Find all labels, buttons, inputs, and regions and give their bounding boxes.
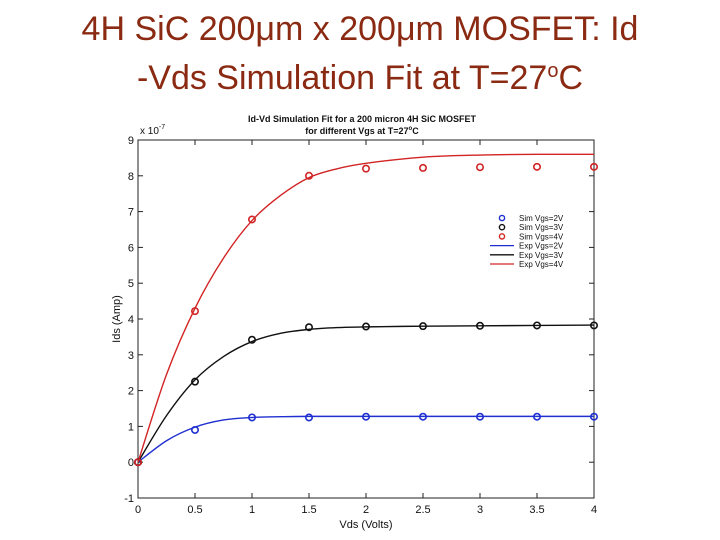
sim-marker-3v xyxy=(248,335,257,344)
sim-marker-2v xyxy=(589,412,598,421)
legend-label: Sim Vgs=4V xyxy=(519,232,564,241)
sim-marker-4v xyxy=(134,458,143,467)
y-tick-label: -1 xyxy=(124,493,134,505)
chart-title: Id-Vd Simulation Fit for a 200 micron 4H… xyxy=(248,114,477,124)
fit-lines xyxy=(137,153,595,463)
legend-marker xyxy=(498,223,506,231)
y-tick-label: 3 xyxy=(128,350,134,362)
sim-marker-4v xyxy=(418,163,427,172)
x-tick-label: 1.5 xyxy=(301,504,316,516)
y-exponent-base: x 10 xyxy=(140,126,159,137)
legend-marker xyxy=(498,233,506,240)
x-tick-label: 2.5 xyxy=(415,504,430,516)
slide-title-line-2-unit: C xyxy=(558,59,584,97)
sim-marker-4v xyxy=(475,163,484,172)
sim-marker-4v xyxy=(304,171,313,180)
legend-marker xyxy=(498,214,506,222)
sim-marker-4v xyxy=(361,164,370,173)
chart-subtitle: for different Vgs at T=27oC xyxy=(305,126,419,136)
sim-marker-2v xyxy=(475,412,484,421)
sim-marker-2v xyxy=(304,413,313,422)
sim-marker-3v xyxy=(532,321,541,330)
y-tick-label: 8 xyxy=(128,171,134,183)
x-tick-label: 3.5 xyxy=(529,504,544,516)
x-tick-label: 4 xyxy=(591,504,597,516)
y-tick-label: 7 xyxy=(128,207,134,219)
sim-marker-2v xyxy=(248,413,257,422)
x-tick-label: 0 xyxy=(135,504,141,516)
y-exponent-label: x 10-7 xyxy=(140,124,165,137)
fit-line-2v xyxy=(137,415,594,463)
y-axis-ticks: -1 0 1 2 3 4 5 6 7 8 9 xyxy=(124,135,594,505)
y-tick-label: 5 xyxy=(128,278,134,290)
sim-marker-4v xyxy=(191,307,200,316)
y-tick-label: 4 xyxy=(128,314,134,326)
sim-marker-4v xyxy=(532,162,541,171)
x-tick-label: 3 xyxy=(477,504,483,516)
y-tick-label: 9 xyxy=(128,135,134,147)
slide-title-degree-sup: o xyxy=(547,60,559,82)
y-tick-label: 0 xyxy=(128,457,134,469)
sim-marker-2v xyxy=(361,412,370,421)
y-axis-label: Ids (Amp) xyxy=(111,295,123,343)
x-axis-ticks: 0 0.5 1 1.5 2 2.5 3 3.5 4 xyxy=(135,140,597,516)
sim-marker-3v xyxy=(418,322,427,331)
y-tick-label: 2 xyxy=(128,386,134,398)
fit-line-3v xyxy=(137,324,595,463)
y-tick-label: 1 xyxy=(128,421,134,433)
sim-marker-2v xyxy=(418,412,427,421)
sim-marker-3v xyxy=(589,321,598,330)
x-tick-label: 0.5 xyxy=(187,504,202,516)
chart-subtitle-text: for different Vgs at T=27 xyxy=(305,126,408,136)
y-tick-label: 6 xyxy=(128,242,134,254)
slide-title-line-2-text: -Vds Simulation Fit at T=27 xyxy=(136,59,548,97)
y-exponent-power: -7 xyxy=(159,124,165,131)
sim-marker-4v xyxy=(589,162,598,171)
sim-marker-2v xyxy=(532,412,541,421)
sim-marker-3v xyxy=(191,377,200,386)
x-axis-label: Vds (Volts) xyxy=(339,519,392,531)
x-tick-label: 2 xyxy=(363,504,369,516)
slide-title-line-2: -Vds Simulation Fit at T=27oC xyxy=(0,50,720,99)
slide-title: 4H SiC 200μm x 200μm MOSFET: Id -Vds Sim… xyxy=(0,8,720,99)
sim-marker-2v xyxy=(191,425,200,434)
legend-label: Sim Vgs=3V xyxy=(519,223,564,232)
legend-label: Exp Vgs=4V xyxy=(519,260,564,269)
chart-subtitle-degree: o xyxy=(409,126,413,132)
legend-label: Exp Vgs=2V xyxy=(519,242,564,251)
slide-title-line-1: 4H SiC 200μm x 200μm MOSFET: Id xyxy=(81,10,639,48)
chart-subtitle-unit: C xyxy=(412,126,419,136)
sim-markers xyxy=(134,162,598,467)
sim-marker-3v xyxy=(475,321,484,330)
sim-marker-3v xyxy=(304,323,313,332)
x-tick-label: 1 xyxy=(249,504,255,516)
sim-marker-3v xyxy=(361,322,370,331)
sim-marker-4v xyxy=(248,215,257,224)
plot-frame xyxy=(137,139,595,499)
legend-label: Sim Vgs=2V xyxy=(519,214,564,223)
legend-label: Exp Vgs=3V xyxy=(519,251,564,260)
